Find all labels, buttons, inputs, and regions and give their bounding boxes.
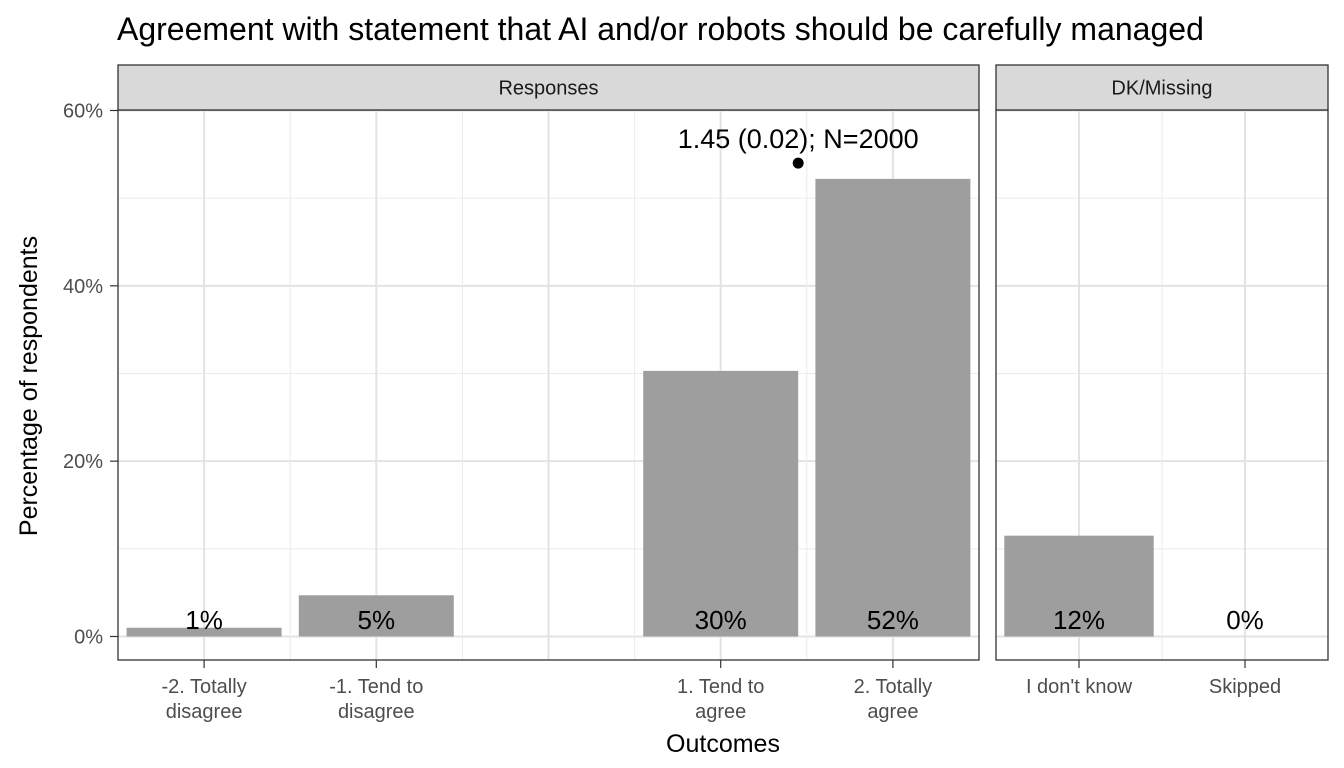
x-axis-title: Outcomes xyxy=(666,730,780,758)
bar-label-responses-2: 30% xyxy=(695,605,747,635)
x-tick-label-responses-1: -1. Tend to disagree xyxy=(329,676,423,723)
bar-label-responses-0: 1% xyxy=(185,605,223,635)
x-tick-label-line: Skipped xyxy=(1209,676,1281,698)
x-tick-label-dk-missing-0: I don't know xyxy=(1026,676,1133,698)
x-tick-label-line: 2. Totally xyxy=(854,676,933,698)
bar-responses-3 xyxy=(815,178,971,637)
plot-layer: 0% 20% 40% 60% 1% -2. Totally disagree 5% -1. Te… xyxy=(63,64,1329,723)
bar-label-responses-1: 5% xyxy=(358,605,396,635)
bar-responses-1 xyxy=(298,595,454,637)
facet-strip-responses xyxy=(117,64,980,111)
y-tick-label-3: 60% xyxy=(63,101,103,123)
x-tick-label-responses-0: -2. Totally disagree xyxy=(161,676,246,723)
bar-responses-0 xyxy=(126,627,282,637)
facet-strip-label-responses: Responses xyxy=(498,78,598,100)
x-tick-label-line: 1. Tend to xyxy=(677,676,764,698)
x-tick-label-dk-missing-1: Skipped xyxy=(1209,676,1281,698)
mean-point xyxy=(792,157,804,169)
x-tick-label-responses-2: 1. Tend to agree xyxy=(677,676,764,723)
x-tick-label-line: agree xyxy=(695,701,746,723)
x-tick-label-line: disagree xyxy=(338,701,415,723)
x-tick-label-line: -1. Tend to xyxy=(329,676,423,698)
y-tick-label-1: 20% xyxy=(63,451,103,473)
chart-title: Agreement with statement that AI and/or … xyxy=(117,11,1204,47)
facet-strip-dk-missing xyxy=(995,64,1329,111)
bar-label-dk-missing-1: 0% xyxy=(1226,605,1264,635)
x-tick-label-line: disagree xyxy=(166,701,243,723)
facet-strip-label-dk-missing: DK/Missing xyxy=(1111,78,1212,100)
bar-dk-missing-0 xyxy=(1004,535,1154,637)
x-tick-label-responses-3: 2. Totally agree xyxy=(854,676,933,723)
y-tick-label-2: 40% xyxy=(63,276,103,298)
mean-annotation-label: 1.45 (0.02); N=2000 xyxy=(678,124,919,154)
y-tick-label-0: 0% xyxy=(74,627,103,649)
y-axis-title: Percentage of respondents xyxy=(15,236,43,536)
y-axis-title-group: Percentage of respondents xyxy=(15,236,43,536)
x-tick-label-line: I don't know xyxy=(1026,676,1133,698)
x-tick-label-line: -2. Totally xyxy=(161,676,246,698)
bar-label-responses-3: 52% xyxy=(867,605,919,635)
bar-label-dk-missing-0: 12% xyxy=(1053,605,1105,635)
bar-responses-2 xyxy=(643,370,799,637)
x-tick-label-line: agree xyxy=(867,701,918,723)
